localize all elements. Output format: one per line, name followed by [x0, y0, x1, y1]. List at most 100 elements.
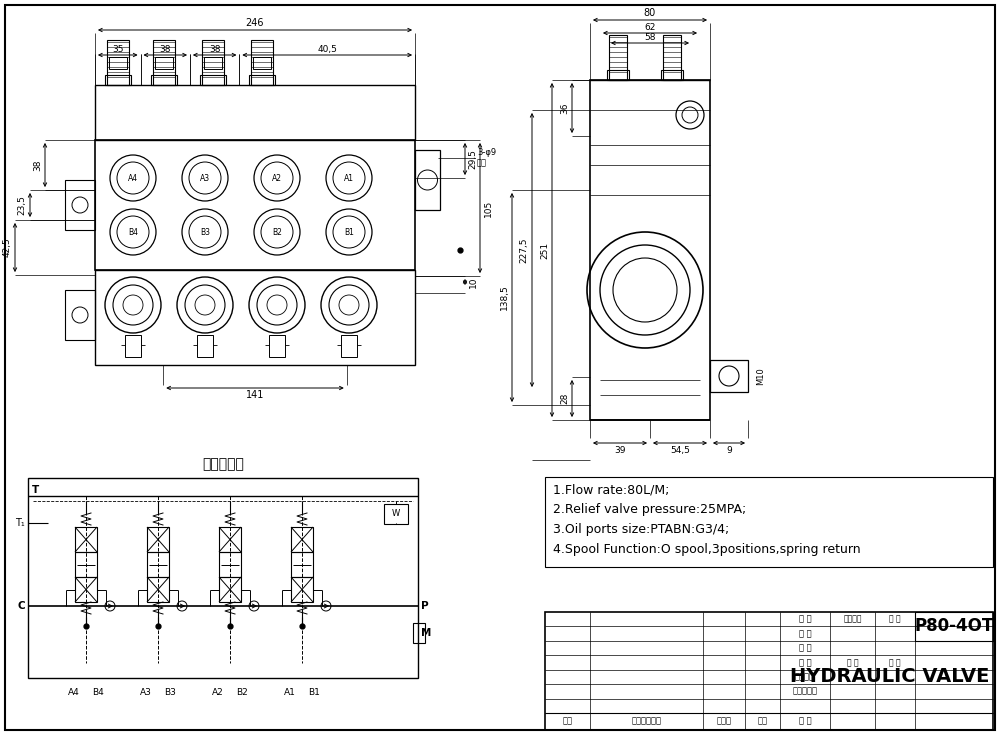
Bar — [95, 140, 415, 270]
Text: 246: 246 — [246, 18, 264, 28]
Text: B4: B4 — [128, 228, 138, 237]
Bar — [75, 527, 97, 552]
Text: A2: A2 — [272, 173, 282, 182]
Bar — [202, 40, 224, 85]
Bar — [105, 75, 131, 85]
Bar — [663, 35, 681, 80]
Text: A3: A3 — [200, 173, 210, 182]
Text: B2: B2 — [272, 228, 282, 237]
Text: 1.Flow rate:80L/M;: 1.Flow rate:80L/M; — [553, 484, 669, 497]
Bar — [251, 40, 273, 85]
Text: 138,5: 138,5 — [500, 284, 509, 310]
Text: 重 量: 重 量 — [889, 614, 901, 624]
Text: 62: 62 — [644, 23, 656, 32]
Bar — [219, 552, 241, 577]
Text: 58: 58 — [644, 32, 656, 41]
Bar — [291, 527, 313, 552]
Bar — [153, 40, 175, 85]
Text: 28: 28 — [560, 392, 570, 404]
Text: 10: 10 — [468, 276, 478, 287]
Text: 39: 39 — [614, 445, 626, 454]
Text: 227,5: 227,5 — [520, 237, 528, 262]
Bar — [200, 75, 226, 85]
Text: W: W — [392, 509, 400, 518]
Text: 更改人: 更改人 — [716, 717, 732, 725]
Text: 23,5: 23,5 — [18, 195, 26, 215]
Bar — [413, 623, 425, 643]
Bar — [545, 477, 993, 567]
Text: 38: 38 — [209, 45, 220, 54]
Bar — [384, 504, 408, 524]
Text: 标准化检查: 标准化检查 — [792, 686, 818, 696]
Text: B4: B4 — [92, 688, 104, 697]
Text: 35: 35 — [112, 45, 124, 54]
Bar — [249, 75, 275, 85]
Bar — [197, 335, 213, 357]
Text: 42,5: 42,5 — [2, 237, 12, 257]
Bar — [95, 85, 415, 140]
Text: P80-4OT: P80-4OT — [914, 617, 994, 636]
Bar — [65, 180, 95, 230]
Text: 工艺检查: 工艺检查 — [795, 673, 815, 681]
Bar — [75, 552, 97, 577]
Text: 54,5: 54,5 — [670, 445, 690, 454]
Bar — [109, 57, 127, 69]
Text: B3: B3 — [164, 688, 176, 697]
Text: 29,5: 29,5 — [468, 149, 478, 169]
Text: P: P — [421, 601, 429, 611]
Text: 4.Spool Function:O spool,3positions,spring return: 4.Spool Function:O spool,3positions,spri… — [553, 543, 861, 556]
Bar — [341, 335, 357, 357]
Text: C: C — [17, 601, 25, 611]
Bar — [253, 57, 271, 69]
Text: 40,5: 40,5 — [317, 45, 337, 54]
Text: 校 对: 校 对 — [799, 658, 811, 667]
Text: 3.Oil ports size:PTABN:G3/4;: 3.Oil ports size:PTABN:G3/4; — [553, 523, 729, 537]
Text: M: M — [421, 628, 431, 638]
Text: 80: 80 — [644, 8, 656, 18]
Text: 设 计: 设 计 — [799, 614, 811, 624]
Bar — [147, 577, 169, 602]
Bar — [147, 527, 169, 552]
Text: 38: 38 — [159, 45, 171, 54]
Text: B1: B1 — [308, 688, 320, 697]
Text: 制 图: 制 图 — [799, 629, 811, 638]
Text: T: T — [32, 485, 40, 495]
Text: 日期: 日期 — [758, 717, 768, 725]
Text: 签 名: 签 名 — [799, 717, 811, 725]
Text: 105: 105 — [484, 199, 492, 217]
Text: 描 图: 描 图 — [799, 644, 811, 653]
Bar — [219, 577, 241, 602]
Bar — [915, 612, 993, 641]
Bar — [28, 478, 418, 678]
Text: A2: A2 — [212, 688, 224, 697]
Text: 单 价: 单 价 — [889, 658, 901, 667]
Text: B1: B1 — [344, 228, 354, 237]
Bar — [291, 577, 313, 602]
Bar — [107, 40, 129, 85]
Bar — [661, 70, 683, 80]
Text: 38: 38 — [34, 159, 42, 171]
Text: 9: 9 — [726, 445, 732, 454]
Bar — [204, 57, 222, 69]
Text: B2: B2 — [236, 688, 248, 697]
Text: 251: 251 — [540, 241, 550, 259]
Text: 141: 141 — [246, 390, 264, 400]
Text: 2.Relief valve pressure:25MPA;: 2.Relief valve pressure:25MPA; — [553, 503, 746, 517]
Bar — [607, 70, 629, 80]
Text: A1: A1 — [284, 688, 296, 697]
Bar — [95, 270, 415, 365]
Text: B3: B3 — [200, 228, 210, 237]
Text: HYDRAULIC VALVE: HYDRAULIC VALVE — [790, 667, 989, 686]
Text: 36: 36 — [560, 102, 570, 114]
Bar — [65, 290, 95, 340]
Bar — [710, 360, 748, 392]
Text: A4: A4 — [68, 688, 80, 697]
Bar — [75, 577, 97, 602]
Bar — [609, 35, 627, 80]
Text: 标记: 标记 — [562, 717, 572, 725]
Text: 图样标记: 图样标记 — [843, 614, 862, 624]
Bar — [269, 335, 285, 357]
Bar — [590, 80, 710, 420]
Bar — [415, 150, 440, 210]
Text: 液压原理图: 液压原理图 — [202, 457, 244, 471]
